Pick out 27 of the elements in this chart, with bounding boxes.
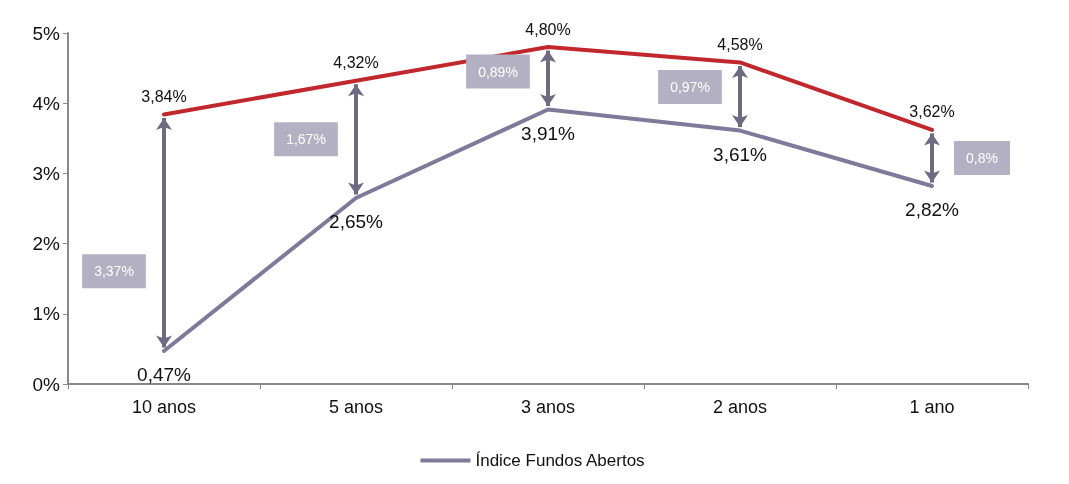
y-tick-label: 5% (32, 22, 61, 44)
y-tick-label: 2% (32, 233, 61, 255)
x-tick-label: 1 ano (909, 397, 955, 417)
annotation: 3,37% (94, 263, 134, 280)
x-tick-label: 10 anos (131, 397, 197, 417)
data-label: 3,62% (909, 103, 955, 121)
annotation: 1,67% (286, 131, 326, 148)
y-tick-label: 3% (32, 162, 61, 184)
data-label: 3,91% (521, 122, 576, 144)
data-label: 2,82% (905, 199, 960, 221)
data-label: 4,80% (525, 20, 571, 38)
data-label: 3,84% (141, 87, 187, 105)
x-tick-label: 2 anos (712, 397, 768, 417)
annotation: 0,97% (670, 79, 710, 96)
data-label: 3,61% (713, 143, 768, 165)
annotation: 0,89% (478, 63, 518, 80)
legend-label: Índice Fundos Abertos (475, 451, 645, 470)
y-tick-label: 4% (32, 92, 61, 114)
y-tick-label: 1% (32, 303, 61, 325)
data-label: 2,65% (329, 210, 384, 232)
x-tick-label: 3 anos (520, 397, 576, 417)
annotation: 0,8% (966, 149, 998, 166)
y-tick-label: 0% (32, 373, 61, 395)
data-label: 0,47% (137, 364, 192, 386)
data-label: 4,58% (717, 35, 763, 53)
data-label: 4,32% (333, 54, 379, 72)
x-tick-label: 5 anos (328, 397, 384, 417)
